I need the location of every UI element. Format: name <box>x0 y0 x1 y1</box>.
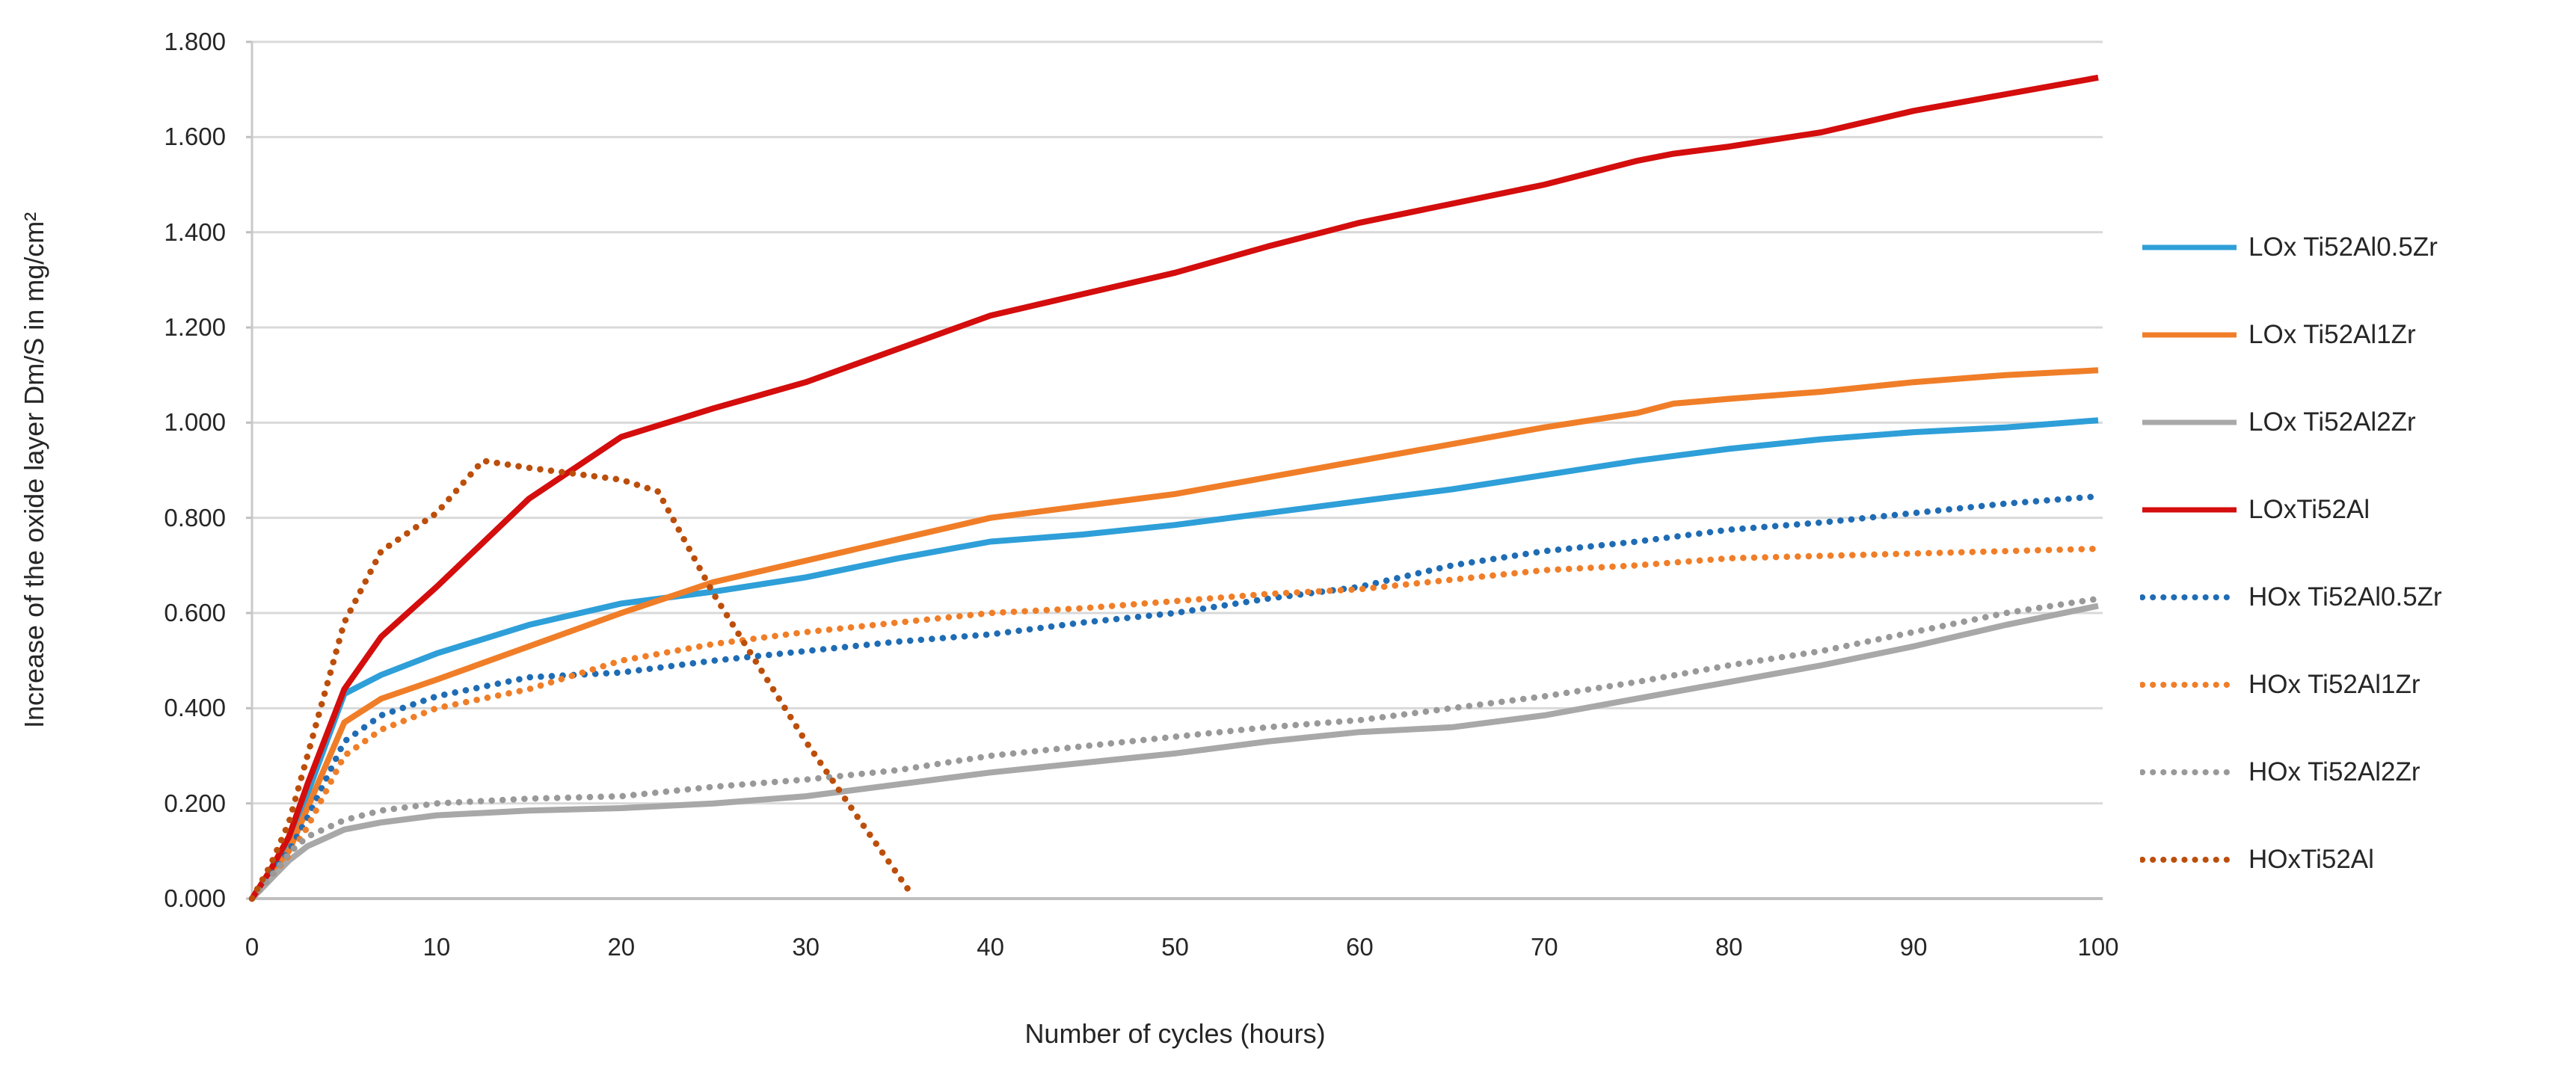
x-tick-label: 100 <box>2077 933 2119 961</box>
legend-item-hox-ti52al2zr: HOx Ti52Al2Zr <box>2140 728 2442 816</box>
legend-label: LOx Ti52Al1Zr <box>2248 319 2416 349</box>
legend-label: LOx Ti52Al0.5Zr <box>2248 232 2438 262</box>
series-line-lox-ti52al2zr <box>250 603 2099 901</box>
x-tick-label: 50 <box>1161 933 1189 961</box>
legend: LOx Ti52Al0.5Zr LOx Ti52Al1Zr LOx Ti52Al… <box>2140 203 2442 903</box>
x-tick-label: 60 <box>1346 933 1374 961</box>
x-tick-label: 80 <box>1715 933 1743 961</box>
y-tick-label: 1.600 <box>164 123 226 151</box>
series-line-loxti52al <box>249 74 2099 901</box>
y-tick-label: 0.000 <box>164 884 226 912</box>
legend-label: LOx Ti52Al2Zr <box>2248 407 2416 437</box>
legend-label: HOx Ti52Al0.5Zr <box>2248 582 2442 612</box>
y-tick-label: 0.600 <box>164 599 226 626</box>
y-tick-label: 1.000 <box>164 408 226 437</box>
legend-item-hox-ti52al05zr: HOx Ti52Al0.5Zr <box>2140 553 2442 641</box>
x-tick-label: 10 <box>422 933 451 961</box>
series-line-hox-ti52al0.5zr <box>248 493 2102 902</box>
legend-label: HOxTi52Al <box>2248 844 2374 874</box>
legend-item-lox-ti52al1zr: LOx Ti52Al1Zr <box>2140 291 2442 378</box>
x-tick-label: 0 <box>245 933 259 961</box>
legend-item-lox-ti52al2zr: LOx Ti52Al2Zr <box>2140 378 2442 466</box>
y-tick-label: 1.800 <box>164 28 226 55</box>
x-tick-label: 70 <box>1530 933 1558 961</box>
x-axis-title: Number of cycles (hours) <box>1024 1018 1326 1049</box>
x-tick-label: 30 <box>792 933 820 961</box>
y-tick-label: 0.800 <box>164 503 226 532</box>
legend-swatch-dotted-orange-icon <box>2140 681 2239 688</box>
series-line-lox-ti52al1zr <box>249 367 2099 901</box>
legend-swatch-solid-blue-icon <box>2142 244 2237 250</box>
x-tick-label: 20 <box>607 933 636 961</box>
y-tick-label: 1.200 <box>164 313 226 341</box>
legend-swatch-dotted-gray-icon <box>2140 769 2239 775</box>
legend-swatch-dotted-darkorange-icon <box>2140 856 2239 863</box>
x-tick-label: 90 <box>1899 933 1928 961</box>
legend-swatch-dotted-blue-icon <box>2140 594 2239 600</box>
legend-label: HOx Ti52Al2Zr <box>2248 757 2420 786</box>
y-tick-label: 0.200 <box>164 789 226 817</box>
y-tick-label: 0.400 <box>164 694 226 722</box>
y-axis-title: Increase of the oxide layer Dm/S in mg/c… <box>19 212 49 729</box>
legend-item-lox-ti52al: LOxTi52Al <box>2140 466 2442 553</box>
legend-swatch-solid-red-icon <box>2142 507 2237 512</box>
series-line-hoxti52al <box>248 458 917 902</box>
legend-label: LOxTi52Al <box>2248 494 2370 524</box>
series-line-hox-ti52al1zr <box>248 545 2102 902</box>
legend-label: HOx Ti52Al1Zr <box>2248 669 2420 699</box>
y-tick-label: 1.400 <box>164 218 226 246</box>
series-line-hox-ti52al2zr <box>248 595 2102 902</box>
legend-item-lox-ti52al05zr: LOx Ti52Al0.5Zr <box>2140 203 2442 291</box>
legend-swatch-solid-orange-icon <box>2142 332 2237 337</box>
legend-item-hox-ti52al1zr: HOx Ti52Al1Zr <box>2140 641 2442 728</box>
legend-swatch-solid-gray-icon <box>2142 419 2237 425</box>
x-tick-label: 40 <box>977 933 1004 961</box>
legend-item-hox-ti52al: HOxTi52Al <box>2140 816 2442 903</box>
